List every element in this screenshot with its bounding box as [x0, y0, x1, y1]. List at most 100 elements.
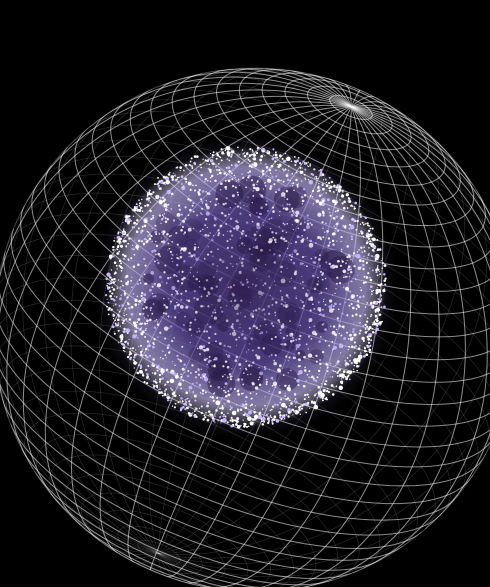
- particle-dot: [125, 245, 128, 248]
- particle-dot: [231, 331, 237, 337]
- particle-dot: [207, 410, 211, 413]
- particle-dot: [131, 347, 135, 350]
- particle-dot: [138, 323, 140, 325]
- particle-dot: [274, 335, 277, 339]
- particle-dot: [130, 279, 133, 282]
- particle-dot: [342, 189, 344, 191]
- particle-dot: [325, 287, 328, 290]
- particle-dot: [319, 270, 323, 273]
- particle-dot: [309, 389, 311, 391]
- particle-dot: [299, 282, 301, 284]
- particle-dot: [143, 322, 147, 325]
- particle-dot: [344, 359, 347, 362]
- particle-dot: [181, 176, 183, 179]
- particle-dot: [148, 191, 151, 194]
- particle-dot: [343, 337, 347, 340]
- particle-dot: [254, 152, 256, 154]
- particle-dot: [198, 407, 201, 409]
- particle-dot: [252, 246, 255, 248]
- particle-dot: [348, 200, 352, 203]
- particle-dot: [185, 391, 188, 395]
- particle-dot: [177, 204, 181, 207]
- particle-dot: [252, 324, 256, 328]
- particle-dot: [344, 301, 347, 303]
- particle-dot: [339, 199, 341, 201]
- shadow-patch: [277, 301, 301, 326]
- particle-dot: [265, 166, 269, 169]
- particle-dot: [345, 377, 348, 381]
- shadow-patch: [286, 217, 307, 237]
- particle-dot: [116, 235, 120, 239]
- particle-dot: [255, 284, 258, 287]
- particle-dot: [306, 237, 309, 239]
- particle-dot: [152, 214, 155, 217]
- particle-dot: [269, 187, 272, 190]
- particle-dot: [256, 277, 258, 280]
- particle-dot: [207, 336, 211, 340]
- particle-dot: [286, 247, 289, 250]
- particle-dot: [199, 230, 202, 232]
- particle-dot: [372, 290, 374, 292]
- particle-dot: [106, 298, 108, 300]
- particle-dot: [180, 375, 183, 379]
- particle-dot: [282, 204, 284, 206]
- particle-dot: [276, 156, 279, 159]
- particle-dot: [333, 225, 335, 227]
- longitude-line: [158, 553, 185, 583]
- particle-dot: [373, 323, 376, 326]
- longitude-line: [351, 101, 391, 108]
- particle-dot: [309, 309, 312, 312]
- particle-dot: [210, 174, 214, 178]
- latitude-line: [3, 251, 404, 487]
- particle-dot: [265, 413, 268, 417]
- particle-dot: [206, 363, 208, 366]
- particle-dot: [260, 279, 262, 281]
- particle-dot: [236, 344, 237, 346]
- particle-dot: [327, 388, 329, 390]
- particle-dot: [147, 235, 149, 237]
- particle-dot: [139, 328, 142, 330]
- particle-dot: [238, 363, 241, 367]
- particle-dot: [180, 292, 183, 295]
- particle-dot: [159, 331, 162, 334]
- particle-dot: [205, 203, 208, 206]
- particle-dot: [115, 264, 118, 267]
- particle-dot: [179, 359, 183, 363]
- particle-dot: [299, 217, 301, 219]
- particle-dot: [234, 176, 237, 179]
- particle-dot: [312, 203, 315, 205]
- particle-dot: [267, 417, 270, 421]
- particle-dot: [318, 194, 322, 197]
- particle-dot: [274, 151, 277, 154]
- particle-dot: [313, 287, 317, 291]
- particle-dot: [201, 202, 204, 205]
- particle-dot: [163, 393, 167, 397]
- particle-dot: [238, 270, 242, 274]
- particle-dot: [187, 198, 190, 201]
- particle-dot: [369, 278, 373, 282]
- particle-dot: [148, 189, 151, 192]
- shadow-patch: [232, 274, 249, 292]
- particle-dot: [186, 299, 188, 301]
- particle-dot: [175, 275, 178, 277]
- particle-dot: [322, 324, 324, 326]
- particle-dot: [206, 163, 208, 165]
- particle-dot: [202, 417, 205, 421]
- particle-dot: [117, 329, 120, 332]
- particle-dot: [188, 328, 192, 331]
- particle-dot: [144, 317, 146, 319]
- particle-dot: [277, 319, 280, 322]
- particle-dot: [301, 275, 303, 277]
- particle-dot: [371, 293, 373, 295]
- particle-dot: [306, 295, 308, 297]
- particle-dot: [234, 203, 237, 205]
- particle-dot: [225, 197, 228, 200]
- particle-dot: [245, 403, 248, 406]
- particle-dot: [262, 153, 264, 155]
- particle-dot: [144, 329, 147, 332]
- particle-dot: [216, 169, 218, 171]
- particle-dot: [114, 280, 117, 282]
- particle-dot: [183, 233, 185, 235]
- particle-dot: [147, 365, 150, 367]
- particle-dot: [346, 256, 349, 259]
